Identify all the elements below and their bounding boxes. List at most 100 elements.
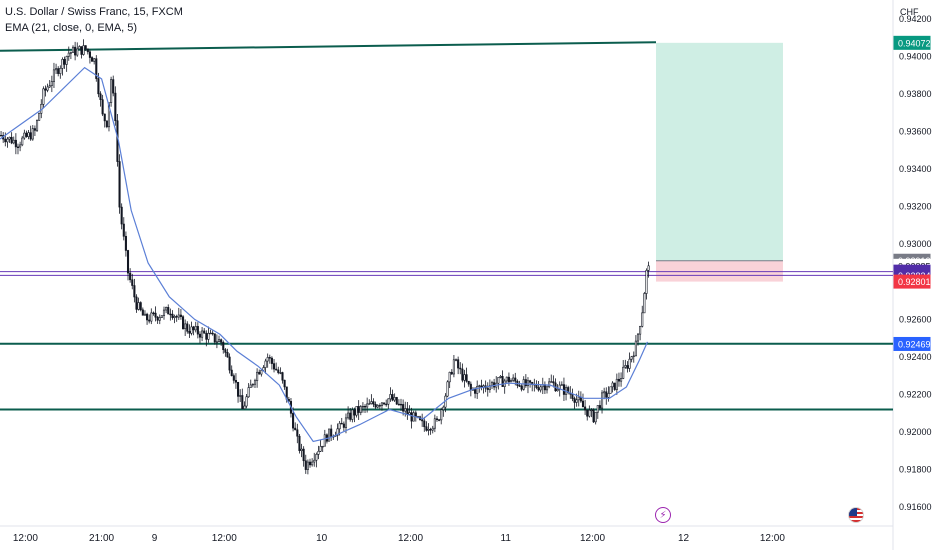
candle-body [598,405,601,409]
candle-body [150,312,153,322]
y-tick-label: 0.92600 [899,314,932,324]
candle-body [639,326,642,335]
candle-body [590,409,593,412]
candle-body [260,370,263,375]
candle-body [389,394,392,400]
candle-body [507,376,510,383]
candle-body [143,313,146,316]
candle-body [399,403,403,406]
candle-body [461,368,464,381]
candle-body [175,316,178,318]
candle-body [232,375,235,381]
candle-body [31,128,34,140]
candle-body [71,46,75,53]
candle-body [177,314,180,318]
candle-body [217,339,221,343]
y-tick-label: 0.92200 [899,390,932,400]
candle-body [201,330,204,338]
candle-body [131,279,134,286]
candle-body [368,403,371,405]
candle-body [110,79,113,104]
price-label-text: 0.94072 [898,38,931,48]
candle-body [65,56,68,65]
candle-body [14,139,17,148]
candle-body [454,359,458,361]
candle-body [148,319,151,322]
price-label: 0.94072 [893,35,931,50]
candle-body [514,377,517,382]
candle-body [135,296,138,310]
y-tick-label: 0.92400 [899,352,932,362]
candle-body [615,378,618,390]
candle-body [160,315,163,318]
candle-body [499,376,502,378]
candle-body [550,381,553,383]
candle-body [192,326,195,331]
candle-body [0,134,3,137]
candle-body [298,435,301,451]
candle-body [169,313,172,316]
axis-currency: CHF [900,7,919,17]
candle-body [529,380,532,383]
candle-body [19,144,22,148]
candle-body [605,391,608,398]
lightning-icon[interactable]: ⚡ [655,507,671,523]
candle-body [622,366,625,379]
candle-body [190,326,193,334]
y-tick-label: 0.93200 [899,202,932,212]
candle-body [27,132,30,137]
candle-body [42,88,45,105]
y-tick-label: 0.93600 [899,127,932,137]
candle-body [82,45,85,55]
candle-body [545,386,549,391]
candle-body [10,136,13,144]
candle-body [50,81,53,86]
take-profit-zone [655,42,783,261]
candle-body [647,265,650,271]
candle-body [524,379,527,387]
candle-body [634,340,637,357]
candle-body [220,339,223,343]
x-tick-label: 11 [501,533,512,544]
candle-body [378,405,381,407]
x-tick-label: 12:00 [398,533,423,544]
candle-body [270,357,273,364]
candle-body [97,78,100,95]
candle-body [207,333,210,340]
candle-body [613,382,616,390]
candle-body [313,459,316,463]
candle-body [505,376,508,382]
candle-body [351,409,354,420]
symbol-title[interactable]: U.S. Dollar / Swiss Franc, 15, FXCM [5,6,183,18]
candle-body [603,391,606,394]
candle-body [359,406,362,413]
candle-body [179,314,182,317]
candle-body [520,385,523,390]
candle-body [46,86,49,91]
candle-body [393,397,396,401]
candle-body [344,417,348,428]
candle-body [556,389,559,392]
candle-body [427,429,430,431]
us-flag-icon[interactable] [848,507,864,523]
candle-body [438,419,441,421]
indicator-legend[interactable]: EMA (21, close, 0, EMA, 5) [5,22,138,34]
candle-body [251,383,254,386]
x-tick-label: 12:00 [760,533,785,544]
candle-body [323,434,326,447]
candle-body [25,132,28,137]
candle-body [630,356,633,360]
candle-body [600,392,604,409]
candle-body [283,379,286,388]
candle-body [397,403,400,406]
candle-body [336,428,339,436]
candle-body [380,402,383,406]
y-tick-label: 0.94000 [899,51,932,61]
candle-body [33,128,36,131]
candle-body [596,405,599,413]
candle-body [91,57,94,62]
candle-body [448,371,451,383]
candle-body [268,357,271,359]
candle-body [12,139,15,144]
